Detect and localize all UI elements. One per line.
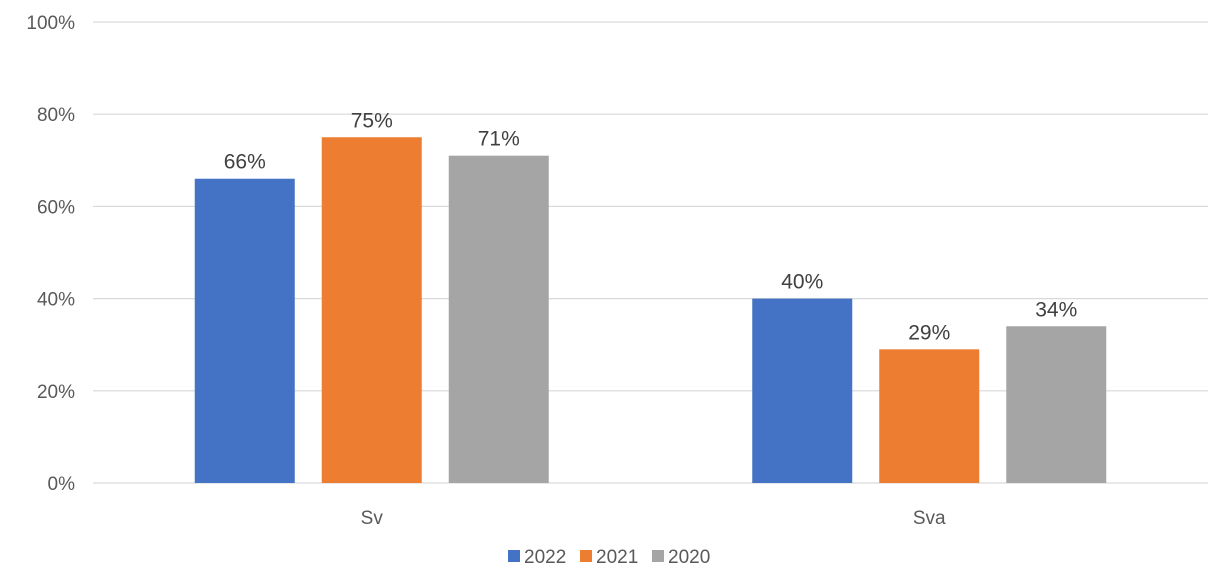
data-label: 75% — [351, 109, 393, 132]
data-label: 40% — [781, 271, 823, 294]
data-labels: 66% 75% 71% 40% 29% 34% — [224, 109, 1078, 344]
y-tick-label: 20% — [37, 382, 75, 403]
bar — [448, 155, 549, 483]
bar — [321, 137, 422, 483]
legend-label: 2020 — [668, 547, 710, 568]
bar — [752, 298, 853, 483]
bar — [1006, 326, 1107, 483]
legend-swatch — [508, 550, 520, 562]
x-category-label: Sv — [361, 508, 384, 529]
legend-item: 2021 — [580, 547, 638, 568]
y-tick-label: 0% — [48, 474, 76, 495]
data-label: 71% — [478, 128, 520, 151]
legend-swatch — [580, 550, 592, 562]
legend: 2022 2021 2020 — [508, 547, 710, 568]
y-tick-label: 60% — [37, 197, 75, 218]
data-label: 29% — [908, 321, 950, 344]
data-label: 66% — [224, 151, 266, 174]
legend-label: 2021 — [596, 547, 638, 568]
bar — [194, 178, 295, 484]
legend-swatch — [652, 550, 664, 562]
y-tick-label: 100% — [26, 13, 75, 34]
y-tick-label: 80% — [37, 105, 75, 126]
y-tick-label: 40% — [37, 290, 75, 311]
legend-item: 2020 — [652, 547, 710, 568]
x-axis-categories: Sv Sva — [361, 508, 946, 529]
x-category-label: Sva — [913, 508, 946, 529]
bars — [194, 137, 1107, 484]
bar — [879, 349, 980, 483]
legend-item: 2022 — [508, 547, 566, 568]
data-label: 34% — [1035, 298, 1077, 321]
legend-label: 2022 — [524, 547, 566, 568]
y-axis-ticks: 0% 20% 40% 60% 80% 100% — [26, 13, 75, 495]
